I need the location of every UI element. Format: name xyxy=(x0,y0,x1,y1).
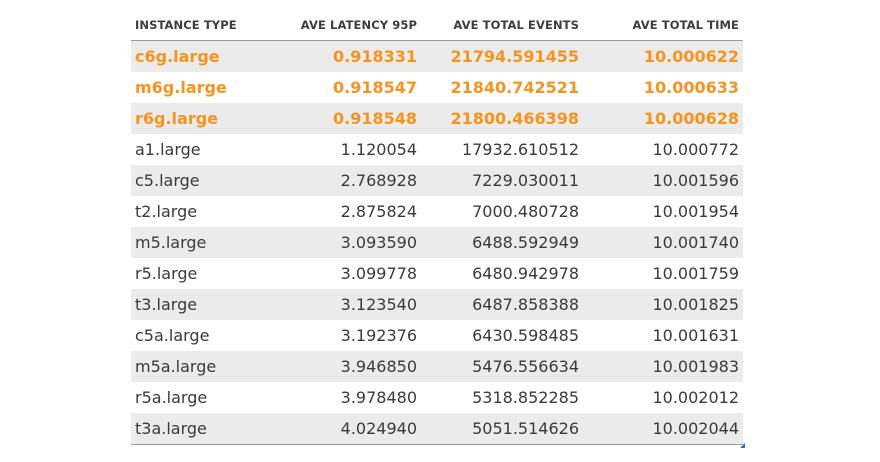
cell-ave-latency: 3.192376 xyxy=(291,320,421,351)
cell-instance-type: r5a.large xyxy=(131,382,291,413)
cell-ave-latency: 2.875824 xyxy=(291,196,421,227)
cell-instance-type: t2.large xyxy=(131,196,291,227)
cell-ave-latency: 3.946850 xyxy=(291,351,421,382)
header-ave-total-time: AVE TOTAL TIME xyxy=(583,9,743,41)
cell-ave-total-time: 10.000772 xyxy=(583,134,743,165)
cell-ave-total-time: 10.001983 xyxy=(583,351,743,382)
header-instance-type: INSTANCE TYPE xyxy=(131,9,291,41)
cell-ave-latency: 3.099778 xyxy=(291,258,421,289)
cell-ave-total-events: 6430.598485 xyxy=(421,320,583,351)
cell-ave-total-time: 10.001759 xyxy=(583,258,743,289)
cell-ave-total-time: 10.002012 xyxy=(583,382,743,413)
benchmark-table-container: INSTANCE TYPE AVE LATENCY 95P AVE TOTAL … xyxy=(131,9,745,448)
cell-ave-latency: 0.918547 xyxy=(291,72,421,103)
cell-ave-latency: 3.978480 xyxy=(291,382,421,413)
cell-ave-total-events: 6488.592949 xyxy=(421,227,583,258)
cell-ave-total-time: 10.001596 xyxy=(583,165,743,196)
table-row: m5a.large 3.946850 5476.556634 10.001983 xyxy=(131,351,743,382)
cell-instance-type: m5a.large xyxy=(131,351,291,382)
cell-ave-total-time: 10.002044 xyxy=(583,413,743,445)
cell-instance-type: c5a.large xyxy=(131,320,291,351)
table-row: t2.large 2.875824 7000.480728 10.001954 xyxy=(131,196,743,227)
table-row: m6g.large 0.918547 21840.742521 10.000633 xyxy=(131,72,743,103)
cell-ave-latency: 0.918331 xyxy=(291,40,421,72)
table-body: c6g.large 0.918331 21794.591455 10.000622 m6… xyxy=(131,40,743,445)
cell-ave-total-events: 7000.480728 xyxy=(421,196,583,227)
cell-ave-total-events: 5318.852285 xyxy=(421,382,583,413)
cell-ave-total-events: 21840.742521 xyxy=(421,72,583,103)
table-row: a1.large 1.120054 17932.610512 10.000772 xyxy=(131,134,743,165)
cell-ave-total-events: 21800.466398 xyxy=(421,103,583,134)
header-ave-latency: AVE LATENCY 95P xyxy=(291,9,421,41)
table-row: m5.large 3.093590 6488.592949 10.001740 xyxy=(131,227,743,258)
cell-ave-total-time: 10.001825 xyxy=(583,289,743,320)
cell-instance-type: r6g.large xyxy=(131,103,291,134)
cell-ave-total-events: 17932.610512 xyxy=(421,134,583,165)
cell-ave-total-time: 10.001631 xyxy=(583,320,743,351)
table-header-row: INSTANCE TYPE AVE LATENCY 95P AVE TOTAL … xyxy=(131,9,743,41)
cell-ave-total-events: 6480.942978 xyxy=(421,258,583,289)
cell-instance-type: r5.large xyxy=(131,258,291,289)
table-row: c5.large 2.768928 7229.030011 10.001596 xyxy=(131,165,743,196)
cell-ave-total-events: 5476.556634 xyxy=(421,351,583,382)
cell-ave-total-time: 10.000622 xyxy=(583,40,743,72)
benchmark-table: INSTANCE TYPE AVE LATENCY 95P AVE TOTAL … xyxy=(131,9,743,445)
cell-ave-total-time: 10.000628 xyxy=(583,103,743,134)
cell-ave-latency: 0.918548 xyxy=(291,103,421,134)
table-row: t3a.large 4.024940 5051.514626 10.002044 xyxy=(131,413,743,445)
cell-ave-latency: 3.093590 xyxy=(291,227,421,258)
cell-ave-latency: 3.123540 xyxy=(291,289,421,320)
header-ave-total-events: AVE TOTAL EVENTS xyxy=(421,9,583,41)
cell-instance-type: m5.large xyxy=(131,227,291,258)
cell-instance-type: t3a.large xyxy=(131,413,291,445)
cell-ave-total-time: 10.001954 xyxy=(583,196,743,227)
cell-ave-latency: 2.768928 xyxy=(291,165,421,196)
cell-instance-type: m6g.large xyxy=(131,72,291,103)
cell-ave-total-time: 10.001740 xyxy=(583,227,743,258)
table-row: t3.large 3.123540 6487.858388 10.001825 xyxy=(131,289,743,320)
table-row: c5a.large 3.192376 6430.598485 10.001631 xyxy=(131,320,743,351)
cell-ave-latency: 4.024940 xyxy=(291,413,421,445)
table-row: r5a.large 3.978480 5318.852285 10.002012 xyxy=(131,382,743,413)
cell-instance-type: c5.large xyxy=(131,165,291,196)
cell-instance-type: c6g.large xyxy=(131,40,291,72)
resize-handle-icon[interactable] xyxy=(740,443,745,448)
table-row: r5.large 3.099778 6480.942978 10.001759 xyxy=(131,258,743,289)
cell-ave-total-events: 7229.030011 xyxy=(421,165,583,196)
cell-ave-total-events: 6487.858388 xyxy=(421,289,583,320)
cell-ave-total-events: 5051.514626 xyxy=(421,413,583,445)
table-row: c6g.large 0.918331 21794.591455 10.000622 xyxy=(131,40,743,72)
table-row: r6g.large 0.918548 21800.466398 10.000628 xyxy=(131,103,743,134)
cell-ave-latency: 1.120054 xyxy=(291,134,421,165)
cell-instance-type: t3.large xyxy=(131,289,291,320)
cell-instance-type: a1.large xyxy=(131,134,291,165)
cell-ave-total-events: 21794.591455 xyxy=(421,40,583,72)
cell-ave-total-time: 10.000633 xyxy=(583,72,743,103)
